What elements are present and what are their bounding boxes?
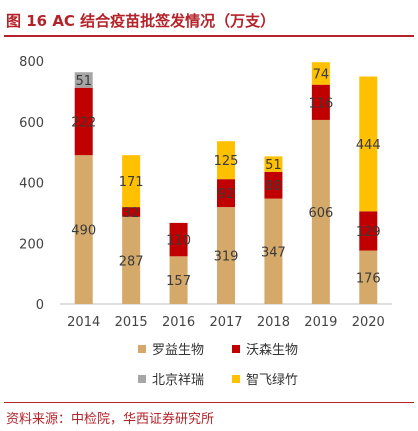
bar-segment [264,198,283,304]
data-label: 490 [71,224,96,239]
data-label: 125 [214,154,239,169]
bar-segment [311,84,330,120]
bar-segment [311,62,330,85]
bar-segment [169,222,188,257]
x-tick-label: 2018 [257,315,290,330]
source-note: 资料来源：中检院，华西证券研究所 [6,412,215,427]
data-label: 157 [166,274,191,289]
data-label: 51 [75,74,92,89]
x-tick-label: 2014 [67,315,100,330]
data-label: 74 [313,67,330,82]
stacked-bar-chart: 0 200 400 600 800 490 222 51 2014 287 32 171 2015 157… [19,55,392,388]
bar-segment [264,156,283,172]
data-label: 222 [71,115,96,130]
bar-segment [217,207,235,304]
legend-swatch [232,345,240,353]
y-tick-label: 400 [19,177,44,192]
bar-segment [359,76,378,212]
bar-segment [122,155,141,208]
bar-segment [169,256,188,304]
y-tick-label: 0 [36,298,44,313]
legend-swatch [138,375,146,383]
data-label: 32 [123,206,140,221]
source-rule [4,402,414,403]
data-label: 171 [119,175,144,190]
bar-segment [74,155,93,304]
bar-segment [264,171,283,199]
bar-segment [217,141,235,180]
legend-swatch [232,375,240,383]
legend-label: 北京祥瑞 [152,373,204,388]
legend-label: 智飞绿竹 [246,373,298,388]
title-rule [4,35,414,37]
data-label: 92 [218,187,235,202]
legend-label: 沃森生物 [246,343,298,358]
legend-label: 罗益生物 [152,343,204,358]
data-label: 110 [166,234,191,249]
figure-title: 图 16 AC 结合疫苗批签发情况（万支） [6,12,276,30]
data-label: 129 [356,225,381,240]
bar-segment [359,250,378,304]
bar-segment [122,207,141,217]
bar-segment [122,216,141,304]
data-label: 51 [265,158,282,173]
data-label: 116 [308,96,333,111]
x-tick-label: 2020 [352,315,385,330]
bar-segment [311,119,330,305]
x-tick-label: 2016 [162,315,195,330]
bar-segment [217,179,235,208]
data-label: 606 [308,206,333,221]
bar-segment [74,87,93,156]
x-tick-label: 2019 [304,315,337,330]
bar-segment [74,72,93,88]
y-tick-label: 800 [19,55,44,70]
y-tick-label: 200 [19,237,44,252]
data-label: 88 [265,179,282,194]
data-label: 347 [261,245,286,260]
x-tick-label: 2015 [115,315,148,330]
legend-swatch [138,345,146,353]
data-label: 287 [119,254,144,269]
data-label: 319 [214,250,239,265]
data-label: 176 [356,271,381,286]
data-label: 444 [356,138,381,153]
y-tick-label: 600 [19,116,44,131]
x-tick-label: 2017 [209,315,242,330]
bar-segment [359,211,378,251]
